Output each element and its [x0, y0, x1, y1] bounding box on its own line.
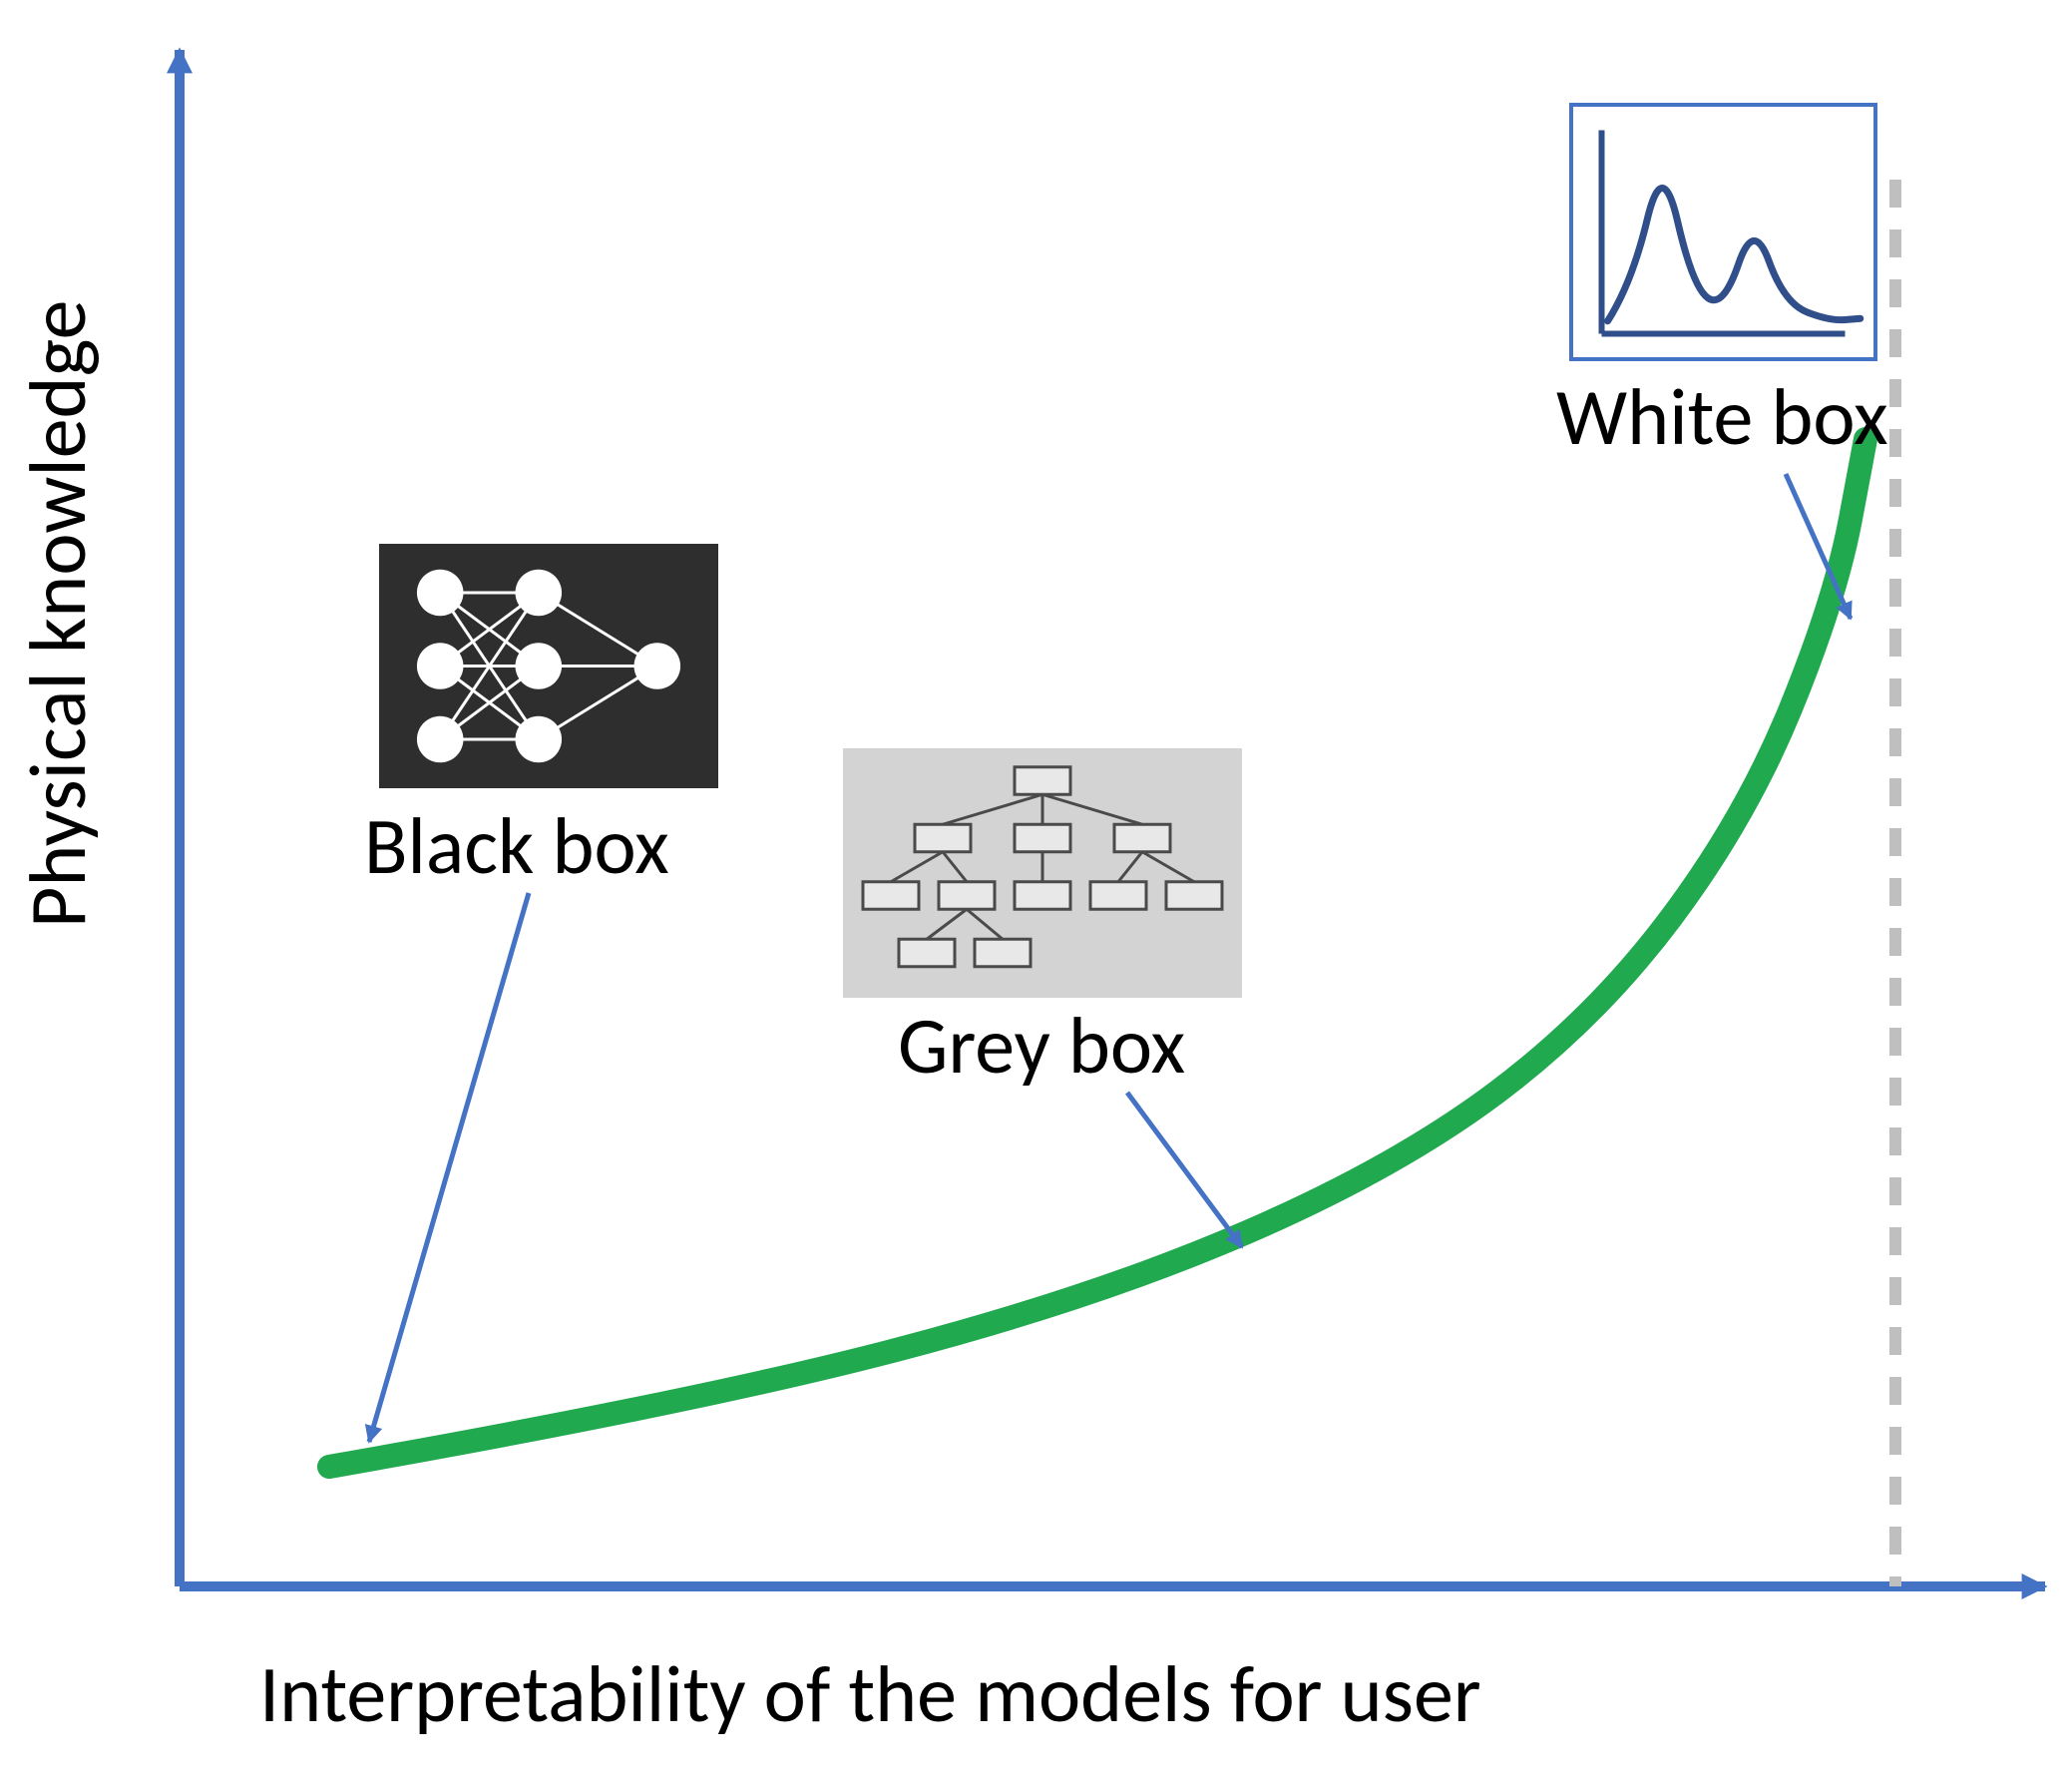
- grey-box-label: Grey box: [898, 998, 1185, 1095]
- black-box-icon: [379, 544, 718, 788]
- chart-container: Physical knowledge Interpretability of t…: [0, 0, 2072, 1789]
- white-box-label: White box: [1556, 369, 1888, 466]
- chart-svg: [0, 0, 2072, 1789]
- white-box-icon: [1571, 105, 1875, 359]
- y-axis-label: Physical knowledge: [10, 300, 107, 928]
- black-box-label: Black box: [364, 798, 669, 895]
- grey-box-icon: [843, 748, 1242, 998]
- x-axis-label: Interpretability of the models for user: [259, 1646, 1481, 1743]
